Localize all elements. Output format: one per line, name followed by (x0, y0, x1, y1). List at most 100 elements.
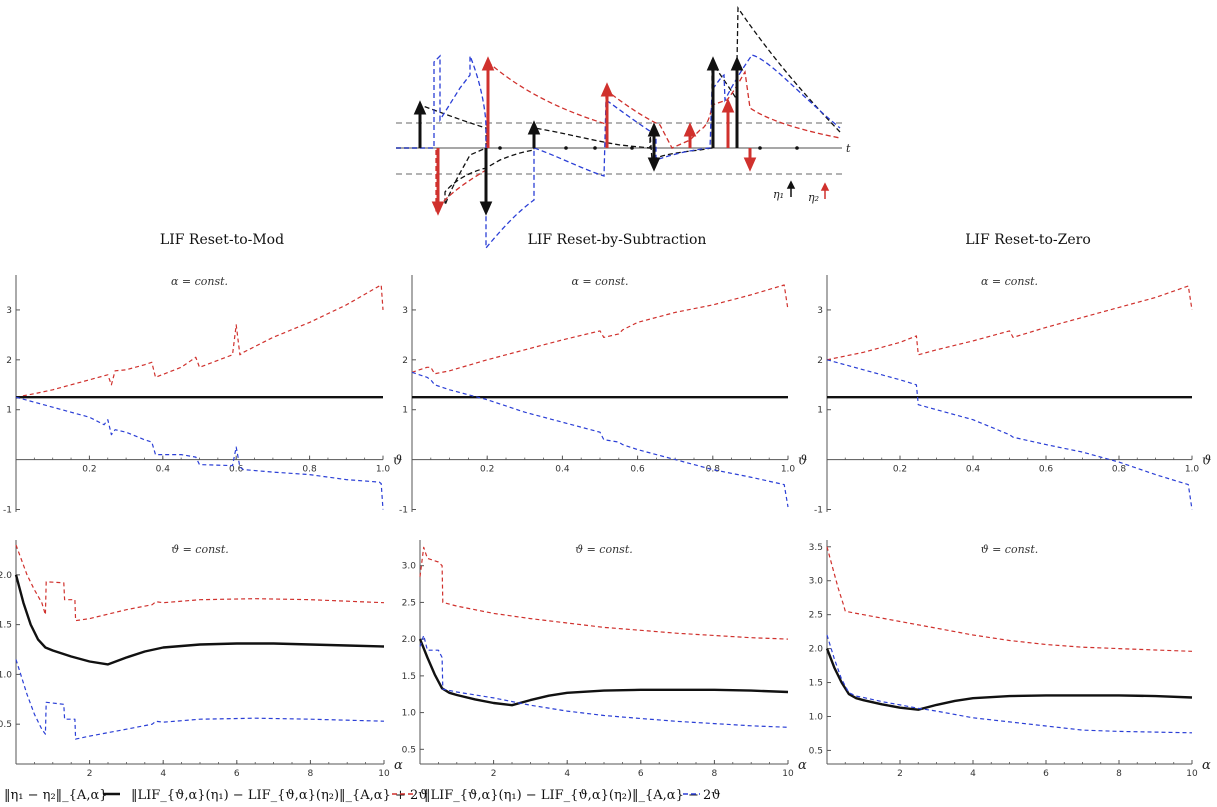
y-tick-label: 3.0 (402, 562, 417, 572)
chart-sub-theta: 0.2 0.4 0.6 0.8 1.0 -1 1 2 3 ϑ α = const. (399, 275, 807, 516)
series-red-dashed (15, 544, 385, 622)
y-tick-label: -1 (399, 506, 408, 516)
y-tick-label: 1.5 (809, 679, 823, 689)
series-red-dashed (826, 285, 1193, 361)
diagram-eta1-label: η₁ (773, 188, 784, 201)
y-tick-label: 1.0 (0, 670, 12, 680)
legend: ‖η₁ − η₂‖_{A,α} ‖LIF_{ϑ,α}(η₁) − LIF_{ϑ,… (4, 788, 721, 803)
series-blue-dashed (411, 371, 789, 508)
x-tick-label: 4 (564, 769, 570, 779)
x-tick-label: 6 (234, 769, 240, 779)
y-tick-label: 3 (402, 306, 408, 316)
spike-train-diagram: t (396, 5, 851, 250)
x-axis-label: α (798, 758, 807, 773)
y-tick-label: 1.0 (809, 712, 824, 722)
panel-title: α = const. (171, 275, 228, 288)
diagram-eta1-arrow-icon (786, 180, 796, 197)
y-tick-label: 3.0 (809, 577, 824, 587)
x-tick-label: 0.6 (229, 465, 244, 475)
x-tick-label: 0.4 (966, 465, 981, 475)
x-tick-label: 10 (782, 769, 794, 779)
y-tick-label: 3 (6, 306, 12, 316)
y-tick-label: 0.5 (0, 720, 12, 730)
series-red-dashed (411, 284, 789, 375)
panel-title: α = const. (571, 275, 628, 288)
y-tick-label: 1.5 (402, 672, 416, 682)
panel-title: ϑ = const. (171, 543, 229, 556)
y-tick-label: 1 (6, 406, 12, 416)
x-tick-label: 1.0 (781, 465, 796, 475)
y-tick-label: 0.5 (809, 746, 823, 756)
y-tick-label: 1 (402, 406, 408, 416)
x-axis-label: ϑ (1202, 454, 1211, 469)
series-red-dashed (826, 546, 1193, 652)
diagram-eta2-label: η₂ (808, 191, 819, 204)
diagram-axis-dots (498, 146, 799, 150)
diagram-blue-trace (396, 54, 841, 250)
y-tick-label: 2.5 (402, 598, 416, 608)
y-tick-label: 2.0 (402, 635, 417, 645)
x-tick-label: 2 (87, 769, 93, 779)
column-title-reset-to-mod: LIF Reset-to-Mod (160, 232, 284, 248)
x-tick-label: 0.4 (555, 465, 570, 475)
diagram-black-arrows (413, 56, 744, 216)
x-tick-label: 0.6 (630, 465, 645, 475)
y-tick-label: 2.5 (809, 611, 823, 621)
panel-title: ϑ = const. (981, 543, 1039, 556)
chart-zero-alpha: 2 4 6 8 10 0.5 1.0 1.5 2.0 2.5 3.0 3.5 α ϑ = const. (809, 540, 1211, 779)
x-axis-label: α (394, 758, 403, 773)
chart-mod-alpha: 2 4 6 8 10 0.5 1.0 1.5 2.0 α ϑ = const. (0, 540, 403, 779)
series-black-solid (418, 638, 789, 707)
x-tick-label: 0.2 (893, 465, 907, 475)
x-tick-label: 0.6 (1039, 465, 1054, 475)
x-tick-label: 0.8 (1112, 465, 1127, 475)
x-tick-label: 1.0 (1185, 465, 1200, 475)
y-tick-label: -1 (814, 506, 823, 516)
series-red-dashed (419, 546, 789, 640)
y-tick-label: 2.0 (0, 571, 12, 581)
x-tick-label: 6 (1043, 769, 1049, 779)
legend-blue-label: ‖LIF_{ϑ,α}(η₁) − LIF_{ϑ,α}(η₂)‖_{A,α} − … (424, 788, 721, 803)
column-title-reset-to-zero: LIF Reset-to-Zero (965, 232, 1091, 248)
x-tick-label: 8 (308, 769, 314, 779)
x-tick-label: 0.4 (156, 465, 171, 475)
x-tick-label: 2 (491, 769, 497, 779)
y-tick-label: 2.0 (809, 645, 824, 655)
y-tick-label: -1 (3, 506, 12, 516)
diagram-red-arrows (431, 56, 757, 216)
x-tick-label: 0.2 (82, 465, 96, 475)
column-title-reset-by-subtraction: LIF Reset-by-Subtraction (528, 232, 707, 248)
y-tick-label: 1.0 (402, 709, 417, 719)
x-tick-label: 8 (712, 769, 718, 779)
series-blue-dashed (826, 359, 1193, 510)
series-red-dashed (15, 284, 384, 398)
chart-sub-alpha: 2 4 6 8 10 0.5 1.0 1.5 2.0 2.5 3.0 α ϑ = const. (402, 540, 807, 779)
x-tick-label: 2 (897, 769, 903, 779)
chart-mod-theta: 0.2 0.4 0.6 0.8 1.0 -1 1 2 3 ϑ α = const. (3, 275, 402, 516)
y-tick-label: 3.5 (809, 543, 823, 553)
x-tick-label: 0.2 (480, 465, 494, 475)
legend-black-label: ‖η₁ − η₂‖_{A,α} (4, 788, 108, 803)
y-tick-label: 3 (817, 306, 823, 316)
x-tick-label: 10 (1186, 769, 1198, 779)
y-tick-label: 2 (817, 356, 823, 366)
series-blue-dashed (15, 396, 384, 510)
y-tick-label: 2 (402, 356, 408, 366)
x-tick-label: 10 (378, 769, 390, 779)
diagram-time-label: t (846, 142, 851, 155)
y-tick-label: 1.5 (0, 621, 12, 631)
x-tick-label: 6 (638, 769, 644, 779)
x-tick-label: 4 (970, 769, 976, 779)
legend-red-label: ‖LIF_{ϑ,α}(η₁) − LIF_{ϑ,α}(η₂)‖_{A,α} + … (131, 788, 428, 803)
series-black-solid (14, 574, 385, 666)
x-axis-label: ϑ (798, 454, 807, 469)
panel-title: α = const. (981, 275, 1038, 288)
x-axis-label: ϑ (393, 454, 402, 469)
chart-zero-theta: 0.2 0.4 0.6 0.8 1.0 -1 1 2 3 ϑ α = const. (814, 275, 1211, 516)
x-axis-label: α (1202, 758, 1211, 773)
series-blue-dashed (419, 634, 789, 728)
x-tick-label: 1.0 (376, 465, 391, 475)
diagram-eta2-arrow-icon (820, 182, 830, 199)
y-tick-label: 0.5 (402, 745, 416, 755)
